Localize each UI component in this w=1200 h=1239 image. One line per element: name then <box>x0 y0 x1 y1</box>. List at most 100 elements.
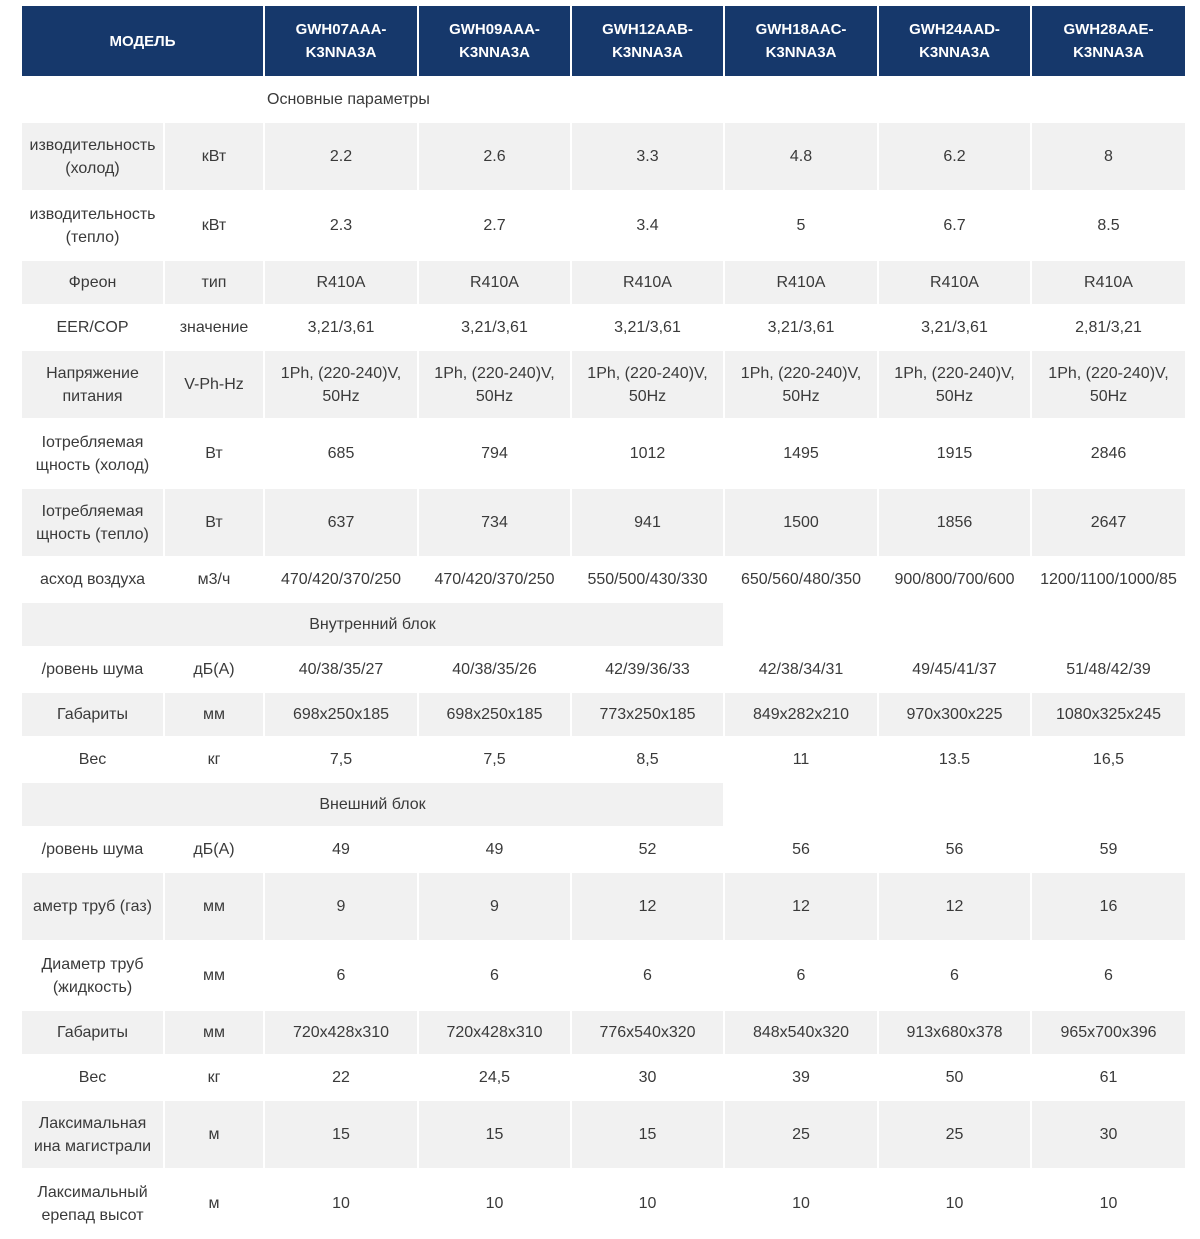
param-name: Вес <box>78 1069 107 1086</box>
unit: м <box>165 1101 263 1168</box>
unit: мм <box>165 1011 263 1054</box>
param-name: EER/COP <box>56 319 129 336</box>
value-cell: 24,5 <box>478 1069 511 1086</box>
unit: м <box>208 1195 220 1212</box>
value-cell: 16,5 <box>1092 751 1125 768</box>
value-cell: 10 <box>792 1195 810 1212</box>
value-cell: 40/38/35/27 <box>298 661 384 678</box>
blank-cell <box>879 783 1030 826</box>
value-cell: 56 <box>792 841 810 858</box>
value-cell: 7,5 <box>483 751 506 768</box>
value-cell: 8,5 <box>636 751 659 768</box>
param-name: Фреон <box>22 261 163 304</box>
value-cell: 1200/1100/1000/85 <box>1040 571 1177 588</box>
param-name: Вес <box>78 751 107 768</box>
value-cell: 3,21/3,61 <box>307 319 375 336</box>
value-cell: 49/45/41/37 <box>912 661 997 678</box>
param-name: /ровень шума <box>41 841 144 858</box>
value-cell: 3.4 <box>636 217 659 234</box>
value-cell: 1Ph, (220-240)V, 50Hz <box>1032 351 1185 418</box>
value-cell: 50 <box>945 1069 964 1086</box>
value-cell: 3,21/3,61 <box>921 319 988 336</box>
data-row: Диаметр труб (жидкость) мм 6 6 6 6 6 6 <box>22 942 1185 1009</box>
section-row: Основные параметры <box>22 78 1185 121</box>
value-cell: 10 <box>638 1195 657 1212</box>
data-row: Вес кг 7,5 7,5 8,5 11 13.5 16,5 <box>22 738 1185 781</box>
data-row: Іотребляемая щность (холод) Вт 685 794 1012 1… <box>22 420 1185 487</box>
value-cell: 10 <box>945 1195 964 1212</box>
section-title: Основные параметры <box>267 91 430 108</box>
unit: V-Ph-Hz <box>165 351 263 418</box>
value-cell: 6 <box>1104 967 1113 984</box>
value-cell: 698x250x185 <box>265 693 417 736</box>
value-cell: 51/48/42/39 <box>1066 661 1151 678</box>
value-cell: 8.5 <box>1097 217 1120 234</box>
data-row: изводительность (тепло) кВт 2.3 2.7 3.4 5 6.7 8… <box>22 192 1185 259</box>
value-cell: 40/38/35/26 <box>452 661 537 678</box>
value-cell: 8 <box>1032 123 1185 190</box>
value-cell: 2846 <box>1090 445 1127 462</box>
value-cell: 22 <box>332 1069 350 1086</box>
value-cell: 12 <box>879 873 1030 940</box>
value-cell: 1495 <box>783 445 819 462</box>
value-cell: 900/800/700/600 <box>894 571 1015 588</box>
blank-cell <box>725 783 877 826</box>
param-name: изводительность (тепло) <box>29 205 156 246</box>
value-cell: 9 <box>419 873 570 940</box>
value-cell: 12 <box>572 873 723 940</box>
param-name: Габариты <box>22 693 163 736</box>
value-cell: 6 <box>336 967 346 984</box>
value-cell: 1012 <box>629 445 666 462</box>
section-row: Внешний блок <box>22 783 1185 826</box>
unit: м3/ч <box>197 571 231 588</box>
value-cell: 2.7 <box>483 217 506 234</box>
unit: Вт <box>205 445 223 462</box>
value-cell: 965x700x396 <box>1032 1011 1185 1054</box>
value-cell: 849x282x210 <box>725 693 877 736</box>
param-name: Іотребляемая щность (тепло) <box>22 489 163 556</box>
value-cell: 470/420/370/250 <box>434 571 555 588</box>
value-cell: 6 <box>950 967 959 984</box>
unit: мм <box>165 873 263 940</box>
value-cell: R410A <box>265 261 417 304</box>
data-row: EER/COP значение 3,21/3,61 3,21/3,61 3,21/3,… <box>22 306 1185 349</box>
param-name: изводительность (холод) <box>22 123 163 190</box>
param-name: Габариты <box>22 1011 163 1054</box>
data-row: Напряжение питания V-Ph-Hz 1Ph, (220-240)V… <box>22 351 1185 418</box>
value-cell: 1Ph, (220-240)V, 50Hz <box>265 351 417 418</box>
value-cell: 1915 <box>936 445 973 462</box>
value-cell: 470/420/370/250 <box>280 571 402 588</box>
value-cell: 49 <box>332 841 350 858</box>
value-cell: 7,5 <box>329 751 353 768</box>
unit: кг <box>207 751 221 768</box>
value-cell: 941 <box>572 489 723 556</box>
value-cell: 10 <box>332 1195 350 1212</box>
data-row: аметр труб (газ) мм 9 9 12 12 12 16 <box>22 873 1185 940</box>
unit: кВт <box>165 123 263 190</box>
value-cell: 16 <box>1032 873 1185 940</box>
value-cell: 794 <box>481 445 508 462</box>
value-cell: 1Ph, (220-240)V, 50Hz <box>879 351 1030 418</box>
value-cell: R410A <box>572 261 723 304</box>
value-cell: 913x680x378 <box>879 1011 1030 1054</box>
data-row: Іотребляемая щность (тепло) Вт 637 734 941 15… <box>22 489 1185 556</box>
value-cell: R410A <box>1032 261 1185 304</box>
value-cell: 6 <box>490 967 499 984</box>
value-cell: 1Ph, (220-240)V, 50Hz <box>725 351 877 418</box>
value-cell: 10 <box>1099 1195 1118 1212</box>
value-cell: 3,21/3,61 <box>614 319 681 336</box>
spec-table: МОДЕЛЬ GWH07AAA-K3NNA3A GWH09AAA-K3NNA3A GW… <box>20 4 1187 1239</box>
blank-cell <box>1032 783 1185 826</box>
value-cell: 970x300x225 <box>879 693 1030 736</box>
data-row: /ровень шума дБ(А) 49 49 52 56 56 59 <box>22 828 1185 871</box>
value-cell: 15 <box>572 1101 723 1168</box>
value-cell: 6.2 <box>879 123 1030 190</box>
value-cell: 3,21/3,61 <box>767 319 835 336</box>
param-name: Напряжение питания <box>22 351 163 418</box>
header-cell: GWH07AAA-K3NNA3A <box>265 6 417 76</box>
value-cell: 59 <box>1099 841 1118 858</box>
value-cell: 25 <box>879 1101 1030 1168</box>
value-cell: R410A <box>725 261 877 304</box>
data-row: Габариты мм 698x250x185 698x250x185 773x250x… <box>22 693 1185 736</box>
value-cell: 2.2 <box>265 123 417 190</box>
